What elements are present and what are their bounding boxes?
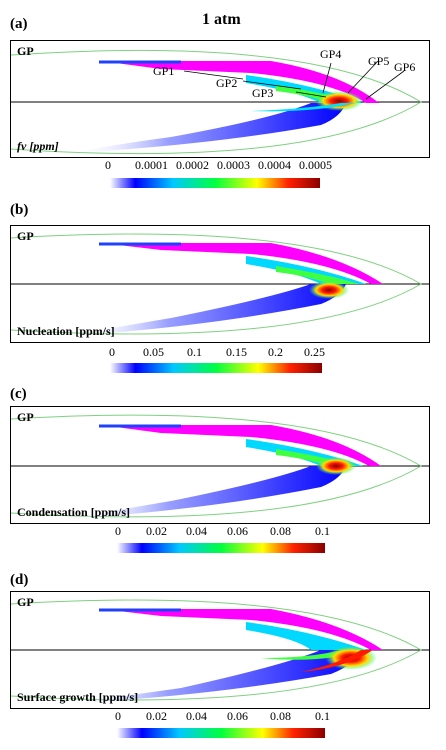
panel-a-tick: 0.0001 — [135, 158, 168, 172]
panel-c-tick: 0.1 — [315, 524, 330, 538]
panel-d-colorbar — [117, 728, 325, 738]
panel-d-tick: 0.1 — [315, 709, 330, 723]
panel-c-plot: GP Condensation [ppm/s] — [10, 406, 430, 524]
panel-a-tick: 0.0004 — [258, 158, 291, 172]
panel-d-tick: 0 — [115, 709, 121, 723]
panel-a-tick: 0 — [105, 158, 111, 172]
panel-a-quantity-label: fv [ppm] — [17, 139, 59, 153]
panel-c-colorbar — [117, 543, 325, 553]
panel-c-tick: 0.04 — [186, 524, 207, 538]
panel-c-tick: 0 — [115, 524, 121, 538]
annotation-gp5: GP5 — [368, 54, 389, 68]
panel-d-contour — [11, 599, 429, 704]
panel-c-contour — [11, 414, 429, 519]
panel-c-tick: 0.06 — [227, 524, 248, 538]
panel-b-tick: 0 — [109, 345, 115, 359]
panel-d-gp-label: GP — [17, 595, 34, 609]
panel-b-quantity-label: Nucleation [ppm/s] — [17, 324, 115, 338]
panel-b-tick: 0.25 — [304, 345, 325, 359]
panel-c-gp-label: GP — [17, 410, 34, 424]
panel-d-quantity-label: Surface growth [ppm/s] — [17, 690, 139, 704]
panel-c-quantity-label: Condensation [ppm/s] — [17, 505, 131, 519]
panel-b-label: (b) — [10, 202, 29, 218]
annotation-gp2: GP2 — [216, 76, 237, 90]
panel-c-tick: 0.08 — [270, 524, 291, 538]
panel-b-contour — [11, 233, 429, 336]
annotation-gp6: GP6 — [394, 60, 415, 74]
panel-a-tick: 0.0005 — [299, 158, 332, 172]
panel-a-colorbar — [110, 178, 320, 188]
panel-d-plot: GP Surface growth [ppm/s] — [10, 591, 430, 709]
panel-a-tick: 0.0003 — [217, 158, 250, 172]
panel-c-tick: 0.02 — [146, 524, 167, 538]
annotation-gp3: GP3 — [252, 86, 273, 100]
panel-b-colorbar — [110, 363, 322, 373]
annotation-gp1: GP1 — [153, 64, 174, 78]
panel-a-plot: GP1 GP2 GP3 GP4 GP5 GP6 GP fv [ppm] — [10, 40, 430, 158]
panel-b-tick: 0.05 — [143, 345, 164, 359]
panel-c-label: (c) — [10, 386, 27, 402]
panel-a-tick: 0.0002 — [176, 158, 209, 172]
figure-title: 1 atm — [202, 11, 241, 28]
panel-b-gp-label: GP — [17, 229, 34, 243]
panel-b-tick: 0.1 — [187, 345, 202, 359]
panel-a-gp-label: GP — [17, 44, 34, 58]
panel-d-tick: 0.04 — [186, 709, 207, 723]
annotation-gp4: GP4 — [320, 47, 341, 61]
panel-b-plot: GP Nucleation [ppm/s] — [10, 225, 430, 343]
panel-d-tick: 0.08 — [270, 709, 291, 723]
panel-d-label: (d) — [10, 572, 29, 588]
panel-a-contour: GP1 GP2 GP3 GP4 GP5 GP6 — [11, 47, 429, 155]
panel-d-tick: 0.06 — [227, 709, 248, 723]
panel-b-tick: 0.2 — [268, 345, 283, 359]
panel-b-tick: 0.15 — [226, 345, 247, 359]
panel-d-tick: 0.02 — [146, 709, 167, 723]
panel-a-label: (a) — [10, 16, 28, 32]
